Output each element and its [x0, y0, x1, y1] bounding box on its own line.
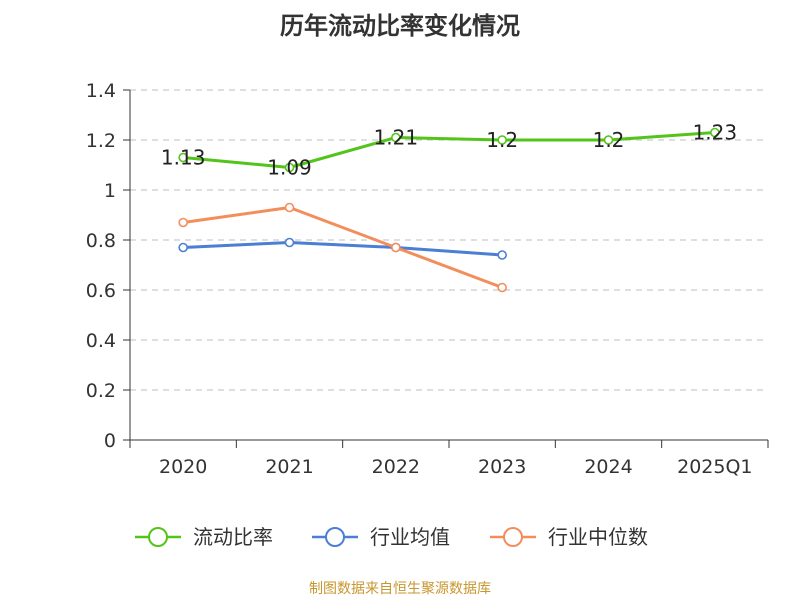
x-tick-label: 2022	[372, 456, 420, 478]
series-line-0	[183, 131, 715, 169]
data-point	[391, 242, 401, 253]
y-tick-label: 0	[104, 430, 116, 452]
data-label: 1.09	[267, 156, 312, 180]
data-point	[178, 152, 188, 163]
data-point	[603, 135, 614, 145]
data-point	[497, 250, 507, 260]
source-note: 制图数据来自恒生聚源数据库	[309, 581, 491, 597]
legend-marker-1	[325, 527, 345, 547]
x-tick-label: 2025Q1	[677, 456, 752, 478]
series-line-1	[183, 241, 503, 257]
x-tick-label: 2020	[159, 456, 207, 478]
legend-marker-2	[503, 527, 523, 547]
data-point	[710, 127, 720, 138]
data-point	[391, 132, 401, 143]
legend-label-0: 流动比率	[193, 525, 273, 549]
y-tick-label: 1.2	[86, 130, 116, 152]
y-tick-label: 1	[104, 180, 116, 202]
data-point	[178, 217, 188, 228]
data-label: 1.2	[593, 128, 625, 152]
legend-label-1: 行业均值	[370, 525, 450, 549]
x-tick-label: 2021	[265, 456, 313, 478]
series-line-2	[182, 206, 503, 289]
y-tick-label: 0.4	[86, 330, 116, 352]
data-point	[497, 282, 507, 293]
y-tick-label: 0.6	[86, 280, 116, 302]
y-tick-label: 0.2	[86, 380, 116, 402]
data-point	[497, 135, 507, 145]
chart-title: 历年流动比率变化情况	[280, 12, 520, 40]
x-tick-label: 2024	[584, 456, 632, 478]
x-tick-label: 2023	[478, 456, 526, 478]
data-label: 1.13	[161, 146, 206, 170]
data-label: 1.2	[486, 128, 518, 152]
data-point	[178, 242, 188, 253]
data-point	[284, 162, 295, 173]
y-tick-label: 1.4	[86, 80, 116, 102]
data-label: 1.23	[693, 121, 738, 145]
legend-marker-0	[148, 527, 168, 547]
data-label: 1.21	[374, 126, 419, 150]
data-point	[284, 202, 295, 213]
data-point	[284, 237, 295, 248]
legend-label-2: 行业中位数	[548, 525, 648, 549]
y-tick-label: 0.8	[86, 230, 116, 252]
